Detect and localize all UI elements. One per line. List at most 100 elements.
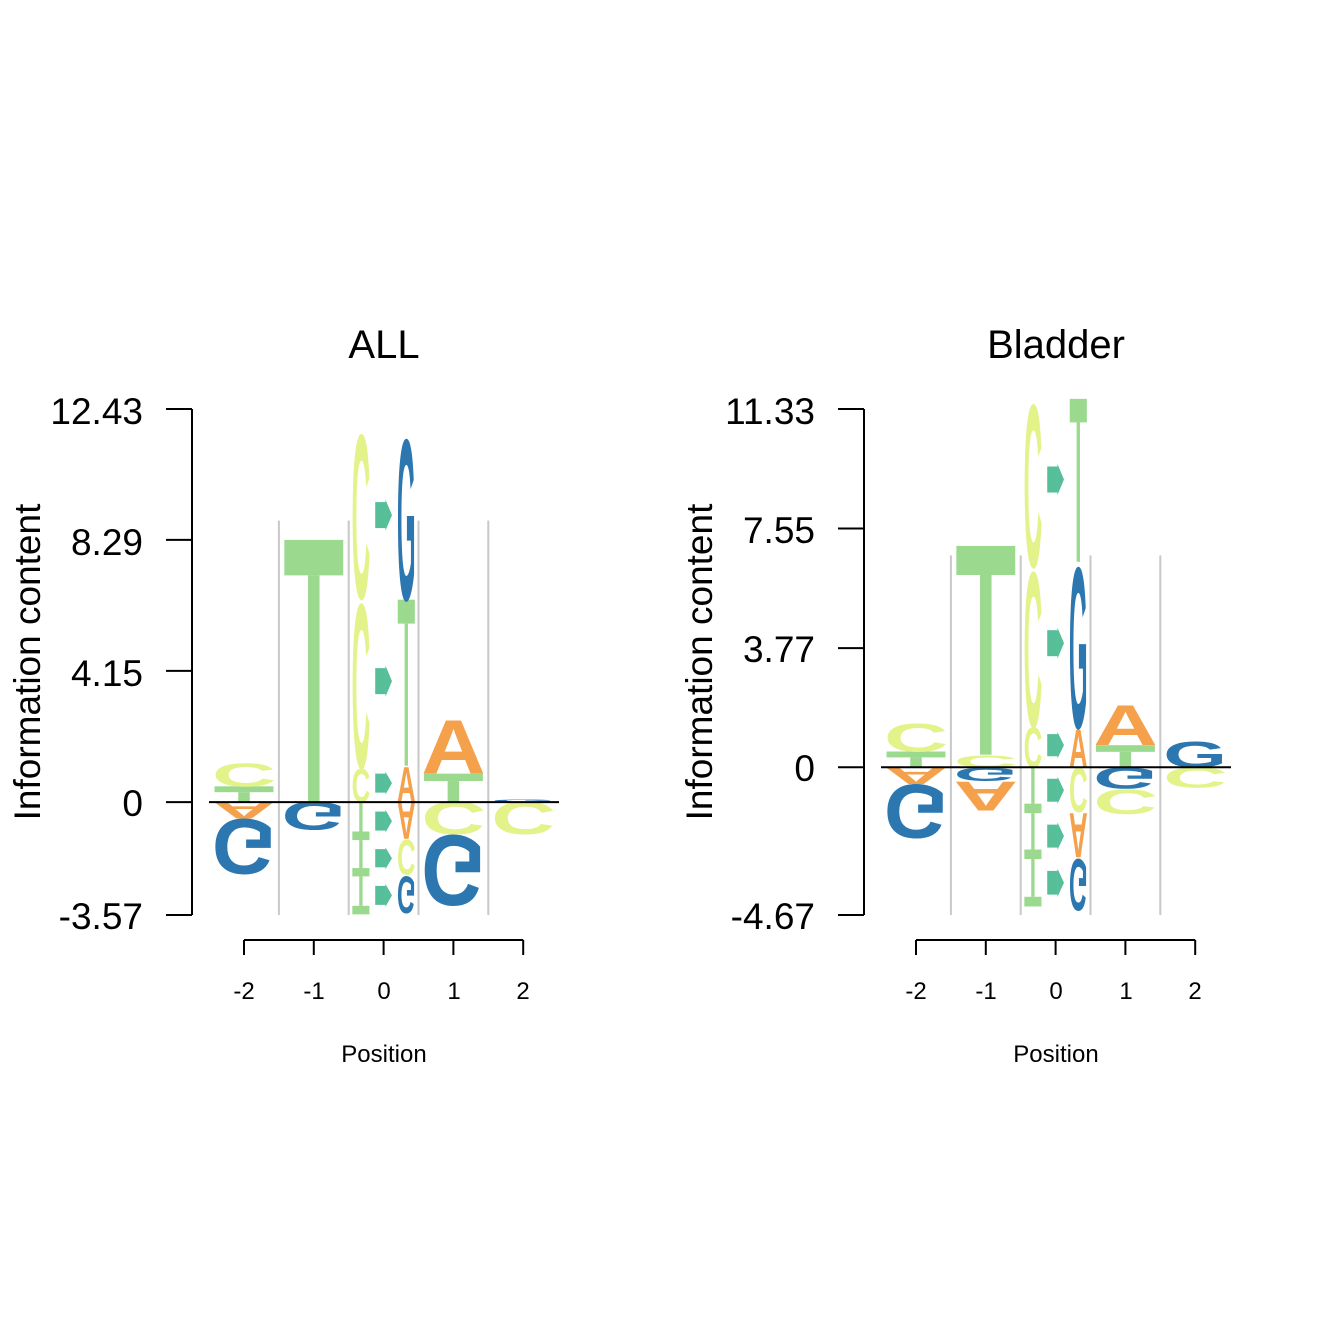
svg-text:C: C bbox=[1024, 527, 1043, 774]
letter-g: G bbox=[212, 802, 276, 890]
letter-c: C bbox=[1163, 761, 1227, 793]
letter-a: A bbox=[1069, 799, 1088, 870]
svg-text:G: G bbox=[421, 813, 485, 926]
letter-m bbox=[375, 665, 392, 697]
letter-c: C bbox=[491, 792, 555, 843]
svg-text:C: C bbox=[491, 792, 555, 843]
letter-t bbox=[352, 876, 370, 915]
svg-text:G: G bbox=[491, 799, 555, 803]
letter-c: C bbox=[421, 792, 485, 843]
panel-title: ALL bbox=[348, 323, 419, 367]
svg-text:C: C bbox=[1069, 753, 1088, 824]
svg-text:C: C bbox=[1163, 761, 1227, 793]
svg-text:A: A bbox=[1069, 799, 1088, 870]
letter-c: C bbox=[884, 716, 948, 760]
panel-title: Bladder bbox=[987, 323, 1125, 367]
logo-column: GC bbox=[491, 792, 555, 843]
logo-column: AGC bbox=[1093, 693, 1157, 820]
svg-text:C: C bbox=[352, 556, 371, 817]
svg-text:G: G bbox=[884, 768, 948, 854]
logo-column: G bbox=[282, 539, 346, 838]
letter-t bbox=[1024, 767, 1042, 814]
letter-t bbox=[423, 773, 483, 803]
x-tick-label: 1 bbox=[1119, 978, 1132, 1005]
svg-text:A: A bbox=[1069, 719, 1088, 780]
letter-g: G bbox=[1163, 733, 1227, 775]
svg-text:C: C bbox=[397, 829, 416, 886]
letter-m bbox=[1047, 463, 1064, 496]
x-tick-label: -1 bbox=[303, 978, 324, 1005]
y-tick-label: 3.77 bbox=[743, 629, 815, 670]
y-tick-label: -4.67 bbox=[731, 896, 815, 937]
svg-text:C: C bbox=[1093, 782, 1157, 821]
y-tick-label: 11.33 bbox=[725, 391, 815, 432]
letter-m bbox=[375, 809, 392, 833]
y-tick-labels: 11.33 7.55 3.77 0 -4.67 bbox=[725, 391, 815, 937]
letter-g: G bbox=[397, 392, 416, 649]
letter-c: C bbox=[1024, 357, 1043, 617]
letter-m bbox=[1047, 731, 1064, 759]
x-tick-label: 0 bbox=[377, 978, 390, 1005]
letter-c: C bbox=[1024, 527, 1043, 774]
letter-c: C bbox=[1093, 782, 1157, 821]
letter-a: A bbox=[397, 757, 416, 814]
svg-text:C: C bbox=[1024, 717, 1043, 780]
letter-c: C bbox=[352, 760, 371, 814]
y-tick-label: -3.57 bbox=[59, 896, 143, 937]
y-tick-label: 8.29 bbox=[71, 522, 143, 563]
x-tick-label: -2 bbox=[905, 978, 926, 1005]
svg-text:G: G bbox=[1069, 520, 1088, 777]
letter-g: G bbox=[1093, 760, 1157, 794]
letter-c: C bbox=[1069, 753, 1088, 824]
letter-c: C bbox=[212, 757, 276, 794]
x-tick-label: 2 bbox=[1188, 978, 1201, 1005]
svg-text:C: C bbox=[352, 387, 371, 648]
letter-m bbox=[1047, 776, 1064, 804]
letter-a: A bbox=[397, 791, 416, 851]
x-tick-label: 2 bbox=[516, 978, 529, 1005]
logo-column: CAG bbox=[884, 716, 948, 854]
letter-c: C bbox=[352, 387, 371, 648]
logo-column: ACG bbox=[421, 704, 485, 926]
x-tick-labels: -2 -1 0 1 2 bbox=[233, 978, 529, 1005]
y-tick-label: 0 bbox=[122, 783, 143, 824]
x-axis-label: Position bbox=[341, 1041, 426, 1068]
y-tick-label: 0 bbox=[794, 748, 815, 789]
letter-g: G bbox=[954, 763, 1018, 785]
x-tick-labels: -2 -1 0 1 2 bbox=[905, 978, 1201, 1005]
svg-text:C: C bbox=[954, 751, 1018, 771]
svg-text:C: C bbox=[884, 716, 948, 760]
letter-g: G bbox=[884, 768, 948, 854]
logo-column: CAG bbox=[212, 757, 276, 890]
letter-t bbox=[1095, 745, 1155, 768]
x-tick-label: -1 bbox=[975, 978, 996, 1005]
letter-t bbox=[1024, 859, 1042, 907]
svg-text:G: G bbox=[1093, 760, 1157, 794]
letter-a: A bbox=[1093, 693, 1157, 757]
letter-m bbox=[1047, 868, 1064, 897]
letter-g: G bbox=[421, 813, 485, 926]
svg-text:G: G bbox=[1069, 843, 1088, 927]
svg-text:C: C bbox=[212, 757, 276, 794]
letter-c: C bbox=[1024, 717, 1043, 780]
letter-m bbox=[1047, 627, 1064, 659]
letter-t bbox=[352, 840, 370, 877]
svg-text:G: G bbox=[212, 802, 276, 890]
svg-text:G: G bbox=[397, 865, 416, 924]
panel-bladder: Bladder Information content Position 11.… bbox=[679, 323, 1231, 1068]
svg-text:A: A bbox=[421, 704, 485, 790]
y-tick-label: 4.15 bbox=[71, 653, 143, 694]
letter-t bbox=[214, 786, 274, 803]
svg-text:C: C bbox=[352, 760, 371, 814]
letter-a: A bbox=[954, 773, 1018, 820]
letter-g: G bbox=[1069, 520, 1088, 777]
letter-g: G bbox=[282, 794, 346, 838]
y-axis-label: Information content bbox=[7, 503, 48, 820]
x-tick-label: 0 bbox=[1049, 978, 1062, 1005]
y-tick-label: 12.43 bbox=[50, 391, 143, 432]
letter-m bbox=[375, 847, 392, 870]
letter-t bbox=[352, 802, 370, 841]
